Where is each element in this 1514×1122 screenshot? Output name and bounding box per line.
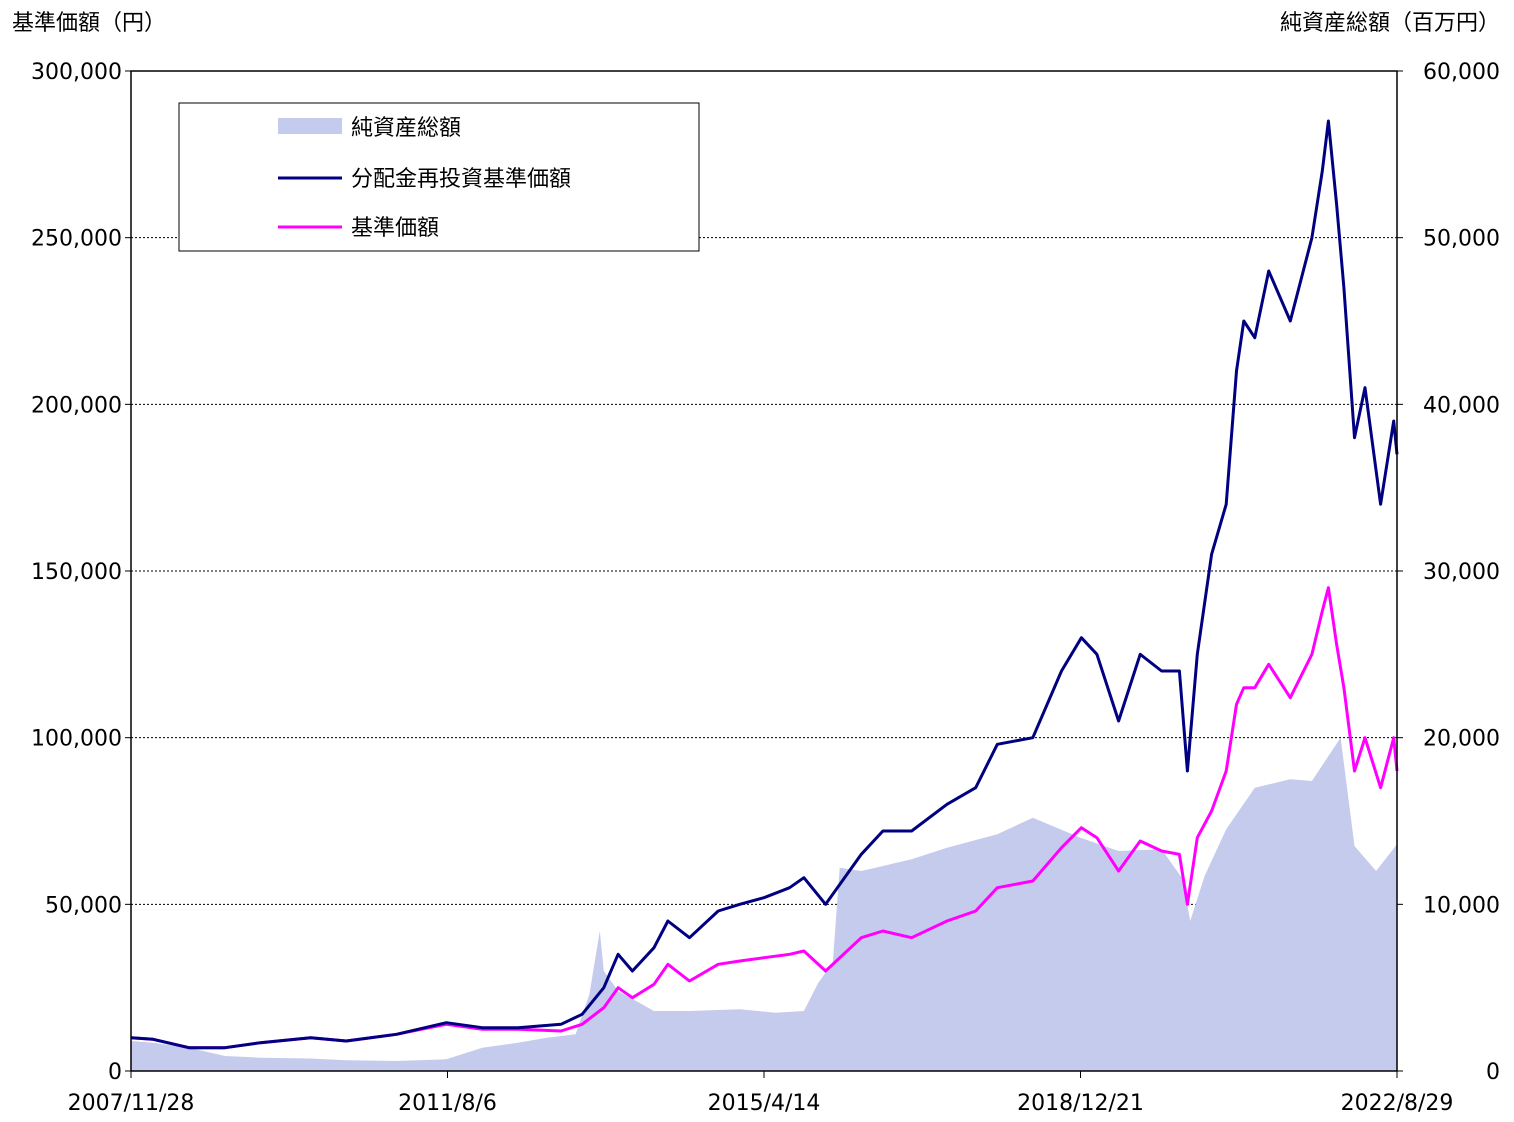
legend-label-net-assets: 純資産総額 — [351, 116, 461, 141]
legend: 純資産総額 分配金再投資基準価額 基準価額 — [178, 102, 700, 252]
legend-label-reinvested-nav: 分配金再投資基準価額 — [351, 167, 571, 192]
right-tick-label: 20,000 — [1423, 727, 1500, 752]
right-tick-label: 10,000 — [1423, 893, 1500, 918]
x-tick-label: 2015/4/14 — [708, 1091, 821, 1116]
left-tick-label: 250,000 — [31, 227, 122, 252]
legend-box — [178, 102, 700, 252]
series-reinvested-nav-line — [130, 119, 1399, 1050]
left-axis-ticks: 0 50,000 100,000 150,000 200,000 250,000 300,0… — [31, 60, 131, 1085]
grid-lines — [131, 237, 1397, 905]
right-tick-label: 0 — [1486, 1060, 1500, 1085]
x-tick-label: 2018/12/21 — [1017, 1091, 1144, 1116]
left-tick-label: 100,000 — [31, 727, 122, 752]
legend-swatch-net-assets — [278, 118, 342, 134]
right-axis-label: 純資産総額（百万円） — [1280, 11, 1500, 36]
right-axis-ticks: 0 10,000 20,000 30,000 40,000 50,000 60,000 — [1397, 60, 1500, 1085]
left-tick-label: 300,000 — [31, 60, 122, 85]
nav-lines-layer — [130, 119, 1399, 1050]
x-axis-ticks: 2007/11/28 2011/8/6 2015/4/14 2018/12/21 202… — [68, 1071, 1454, 1116]
series-net-assets-area — [131, 737, 1397, 1071]
right-tick-label: 30,000 — [1423, 560, 1500, 585]
x-tick-label: 2011/8/6 — [398, 1091, 497, 1116]
legend-label-nav: 基準価額 — [351, 216, 439, 241]
right-tick-label: 60,000 — [1423, 60, 1500, 85]
net-assets-area-layer — [131, 737, 1397, 1071]
left-tick-label: 150,000 — [31, 560, 122, 585]
left-tick-label: 200,000 — [31, 393, 122, 418]
left-axis-label: 基準価額（円） — [12, 11, 166, 36]
left-tick-label: 50,000 — [45, 893, 122, 918]
series-nav-line — [130, 586, 1399, 1050]
x-tick-label: 2007/11/28 — [68, 1091, 195, 1116]
right-tick-label: 50,000 — [1423, 227, 1500, 252]
x-tick-label: 2022/8/29 — [1341, 1091, 1454, 1116]
left-tick-label: 0 — [108, 1060, 122, 1085]
right-tick-label: 40,000 — [1423, 393, 1500, 418]
